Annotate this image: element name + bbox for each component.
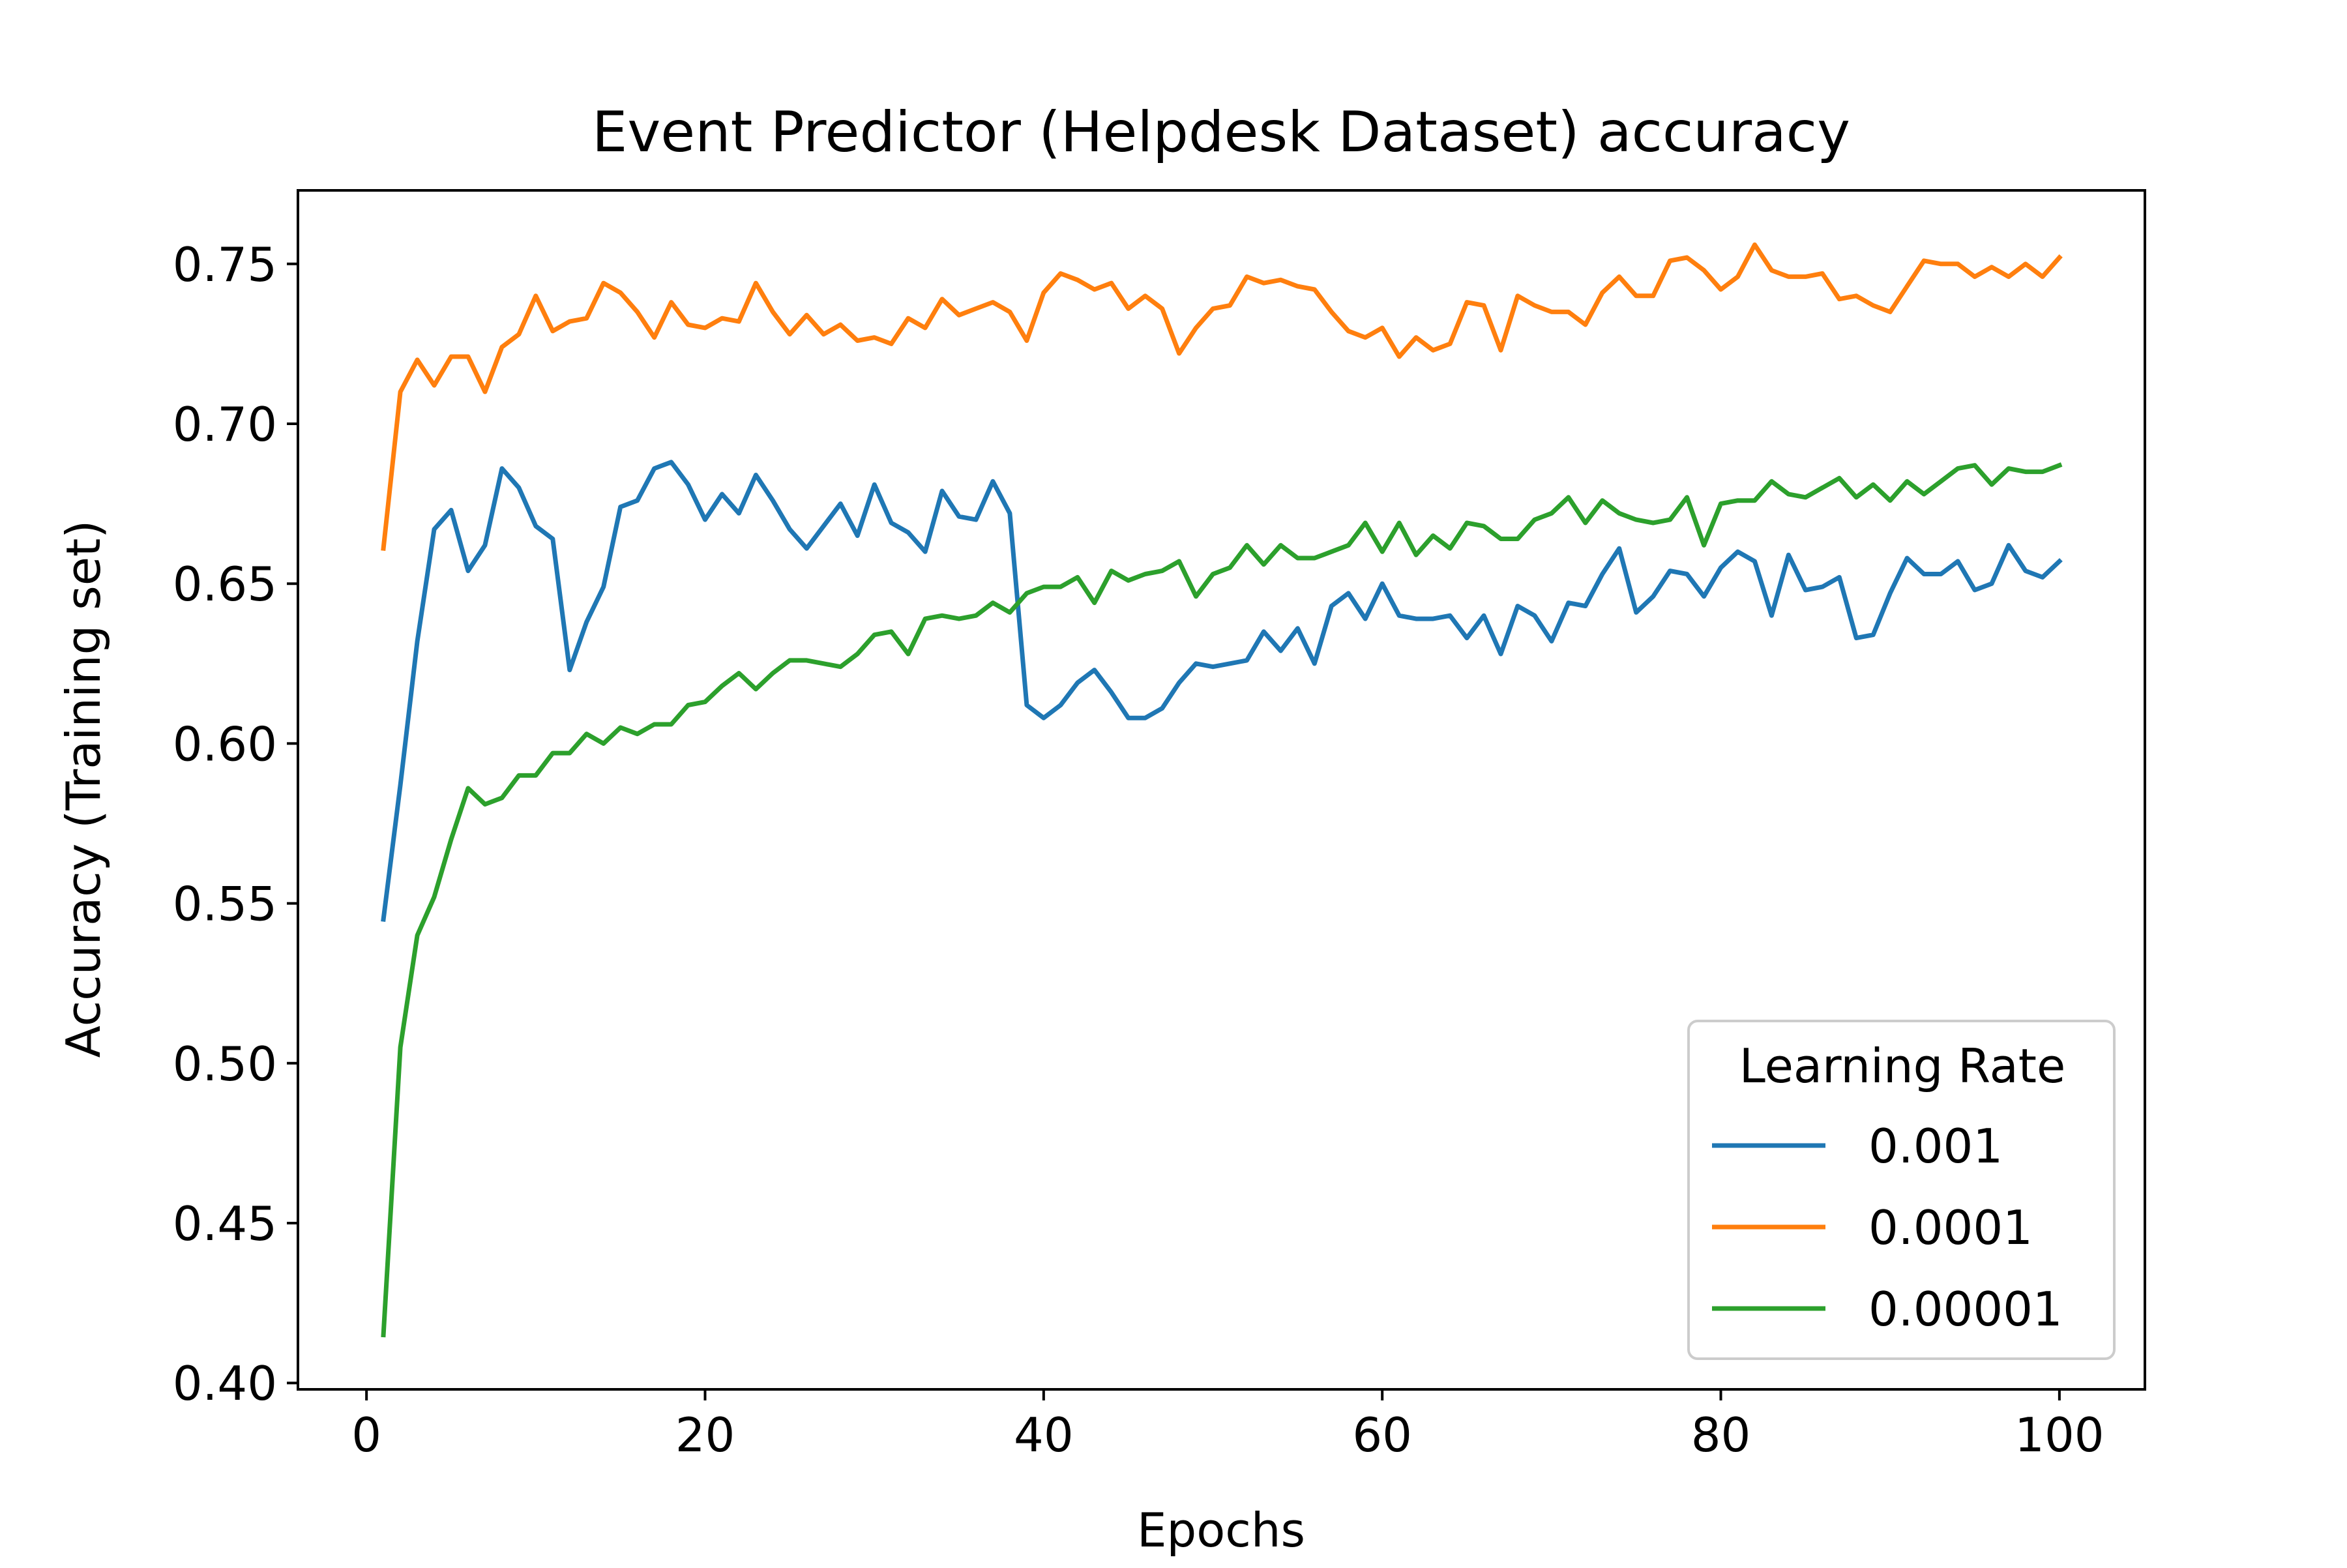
x-axis: 0 20 40 60 80 100	[351, 1389, 2104, 1462]
y-axis: 0.40 0.45 0.50 0.55 0.60 0.65 0.70 0.75	[173, 237, 298, 1411]
series-line-2	[381, 462, 2063, 1338]
legend-label: 0.0001	[1868, 1200, 2033, 1255]
chart-title: Event Predictor (Helpdesk Dataset) accur…	[592, 100, 1850, 165]
legend-box	[1687, 1020, 2116, 1360]
y-tick-label: 0.45	[173, 1196, 277, 1251]
legend-title: Learning Rate	[1739, 1039, 2066, 1093]
x-tick-label: 100	[2015, 1408, 2104, 1462]
legend: Learning Rate 0.001 0.0001 0.00001	[1687, 1020, 2116, 1360]
plot-area	[381, 242, 2063, 1338]
x-tick-label: 40	[1014, 1408, 1074, 1462]
y-axis-label: Accuracy (Training set)	[56, 520, 111, 1058]
x-axis-label: Epochs	[1137, 1503, 1305, 1558]
x-tick-label: 60	[1352, 1408, 1412, 1462]
y-tick-label: 0.55	[173, 877, 277, 932]
y-tick-label: 0.50	[173, 1037, 277, 1091]
y-tick-label: 0.65	[173, 557, 277, 612]
x-tick-label: 20	[675, 1408, 735, 1462]
y-tick-label: 0.75	[173, 237, 277, 292]
y-tick-label: 0.70	[173, 397, 277, 452]
series-line-0	[381, 460, 2063, 923]
series-line-1	[381, 242, 2063, 552]
legend-label: 0.00001	[1868, 1282, 2063, 1337]
y-tick-label: 0.40	[173, 1356, 277, 1411]
y-tick-label: 0.60	[173, 717, 277, 771]
axes-frame	[297, 189, 2146, 1391]
x-tick-label: 0	[351, 1408, 381, 1462]
legend-label: 0.001	[1868, 1119, 2003, 1174]
x-tick-label: 80	[1691, 1408, 1751, 1462]
legend-items: 0.001 0.0001 0.00001	[1712, 1119, 2063, 1337]
